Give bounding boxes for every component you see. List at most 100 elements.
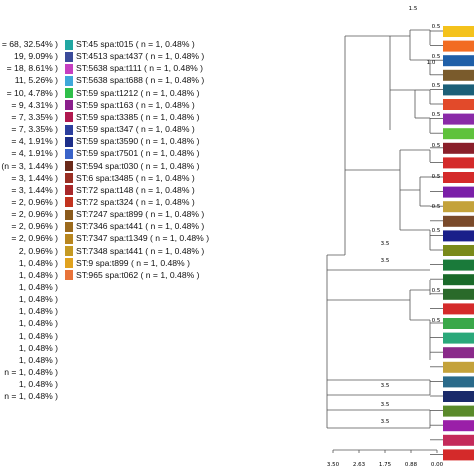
tip-color-bar — [443, 449, 474, 461]
tip-color-bar — [443, 332, 474, 344]
legend-entry-left: = 4, 1.91% ) — [11, 136, 58, 147]
branch-length-label: 3.5 — [381, 383, 390, 389]
tip-color-bar — [443, 259, 474, 271]
branch-length-label: 3.5 — [381, 241, 390, 247]
legend-entry-left: = 68, 32.54% ) — [1, 39, 58, 49]
legend-color-swatch — [65, 258, 73, 269]
legend-entry-right: ST:59 spa:t7501 ( n = 1, 0.48% ) — [76, 148, 200, 159]
legend-entry-right: ST:59 spa:t163 ( n = 1, 0.48% ) — [76, 99, 195, 110]
legend-entry-right: ST:4513 spa:t437 ( n = 1, 0.48% ) — [76, 51, 205, 62]
legend-entry-right: ST:6 spa:t3485 ( n = 1, 0.48% ) — [76, 172, 195, 183]
branch-length-label: 0.5 — [432, 24, 441, 30]
legend-entry-left: 1, 0.48% ) — [18, 257, 58, 268]
legend-entry-right: ST:72 spa:t324 ( n = 1, 0.48% ) — [76, 196, 195, 207]
legend-color-swatch — [65, 185, 73, 196]
tip-color-bar — [443, 245, 474, 256]
tip-color-bar — [443, 128, 474, 140]
tip-color-bar — [443, 347, 474, 359]
tip-color-bar — [443, 157, 474, 169]
legend-entry-left: = 2, 0.96% ) — [11, 196, 58, 207]
legend-entry-left: (n = 3, 1.44% ) — [1, 160, 58, 171]
legend-entry-left: n = 1, 0.48% ) — [4, 391, 58, 402]
legend-color-swatch — [65, 221, 73, 232]
tip-color-bar — [443, 318, 474, 329]
tip-color-bar — [443, 186, 474, 198]
legend-entry-left: = 7, 3.35% ) — [11, 124, 58, 135]
tip-color-bar — [443, 69, 474, 81]
legend-color-swatch — [65, 100, 73, 111]
tip-color-bar — [443, 84, 474, 96]
legend-color-swatch — [65, 270, 73, 281]
legend-entry-left: = 9, 4.31% ) — [11, 99, 58, 110]
legend-entry-left: = 10, 4.78% ) — [6, 87, 58, 98]
legend-entry-left: 1, 0.48% ) — [18, 330, 58, 341]
legend-color-swatch — [65, 88, 73, 99]
legend-entry-right: ST:7247 spa:t899 ( n = 1, 0.48% ) — [76, 209, 205, 220]
legend-entry-left: 1, 0.48% ) — [18, 282, 58, 292]
axis-tick-label: 0.00 — [431, 462, 444, 468]
branch-length-label: 1.0 — [427, 60, 436, 66]
legend-entry-left: = 3, 1.44% ) — [11, 172, 58, 183]
branch-length-label: 0.5 — [432, 174, 441, 180]
branch-length-label: 0.5 — [432, 54, 441, 60]
tip-color-bar — [443, 230, 474, 242]
legend-entry-left: 2, 0.96% ) — [18, 245, 58, 256]
tip-color-bar — [443, 434, 474, 446]
legend-entry-left: = 2, 0.96% ) — [11, 209, 58, 220]
legend-color-swatch — [65, 63, 73, 74]
legend-entry-left: 19, 9.09% ) — [14, 51, 58, 62]
tip-color-bar — [443, 376, 474, 388]
legend-color-swatch — [65, 246, 73, 257]
legend-color-swatch — [65, 233, 73, 244]
tip-color-bar — [443, 391, 474, 402]
legend-color-swatch — [65, 51, 73, 62]
legend-color-swatch — [65, 173, 73, 184]
tip-color-bar — [443, 405, 474, 417]
legend-entry-right: ST:59 spa:t1212 ( n = 1, 0.48% ) — [76, 87, 200, 98]
tree-scale-axis: 3.50 2.63 1.75 0.88 0.00 — [327, 449, 444, 468]
tip-color-bar — [443, 274, 474, 286]
legend-entry-right: ST:5638 spa:t688 ( n = 1, 0.48% ) — [76, 75, 205, 86]
branch-length-label: 0.5 — [432, 228, 441, 234]
legend-entry-right: ST:965 spa:t062 ( n = 1, 0.48% ) — [76, 269, 200, 280]
legend-color-swatch — [65, 209, 73, 220]
legend-color-swatch — [65, 161, 73, 171]
legend-entry-left: = 18, 8.61% ) — [6, 63, 58, 74]
legend-entry-left: 1, 0.48% ) — [18, 269, 58, 280]
legend-entry-right: ST:45 spa:t015 ( n = 1, 0.48% ) — [76, 39, 195, 49]
legend-entry-right: ST:7346 spa:t441 ( n = 1, 0.48% ) — [76, 221, 205, 232]
axis-tick-label: 2.63 — [353, 462, 366, 468]
tip-color-bar — [443, 142, 474, 154]
branch-length-label: 3.5 — [381, 419, 390, 425]
legend-color-swatch — [65, 197, 73, 208]
branch-length-label: 0.5 — [432, 318, 441, 324]
axis-tick-label: 3.50 — [327, 462, 340, 468]
tip-color-bar — [443, 420, 474, 432]
tip-color-bars — [443, 26, 474, 461]
legend-color-swatch — [65, 39, 73, 50]
legend-entry-right: ST:7347 spa:t1349 ( n = 1, 0.48% ) — [76, 233, 210, 244]
tip-color-bar — [443, 113, 474, 125]
tip-color-bar — [443, 40, 474, 52]
tip-color-bar — [443, 55, 474, 67]
branch-length-label: 0.5 — [432, 143, 441, 149]
branch-length-label: 0.5 — [432, 288, 441, 294]
branch-length-label: 0.5 — [432, 204, 441, 210]
legend-entry-left: 1, 0.48% ) — [18, 354, 58, 365]
branch-length-label: 3.5 — [381, 402, 390, 408]
tip-color-bar — [443, 99, 474, 110]
axis-tick-label: 1.75 — [379, 462, 392, 468]
legend-entry-left: n = 1, 0.48% ) — [4, 367, 58, 378]
legend-entry-right: ST:594 spa:t030 ( n = 1, 0.48% ) — [76, 160, 200, 171]
legend-entry-right: ST:59 spa:t3385 ( n = 1, 0.48% ) — [76, 111, 200, 122]
tip-color-bar — [443, 172, 474, 183]
legend-entry-left: = 7, 3.35% ) — [11, 111, 58, 122]
tip-color-bar — [443, 288, 474, 300]
legend-entry-left: = 2, 0.96% ) — [11, 221, 58, 232]
legend-entry-left: 1, 0.48% ) — [18, 294, 58, 305]
legend-entry-right: ST:59 spa:t347 ( n = 1, 0.48% ) — [76, 124, 195, 135]
tip-color-bar — [443, 201, 474, 213]
legend-entry-left: 1, 0.48% ) — [18, 306, 58, 317]
legend-color-swatch — [65, 136, 73, 147]
